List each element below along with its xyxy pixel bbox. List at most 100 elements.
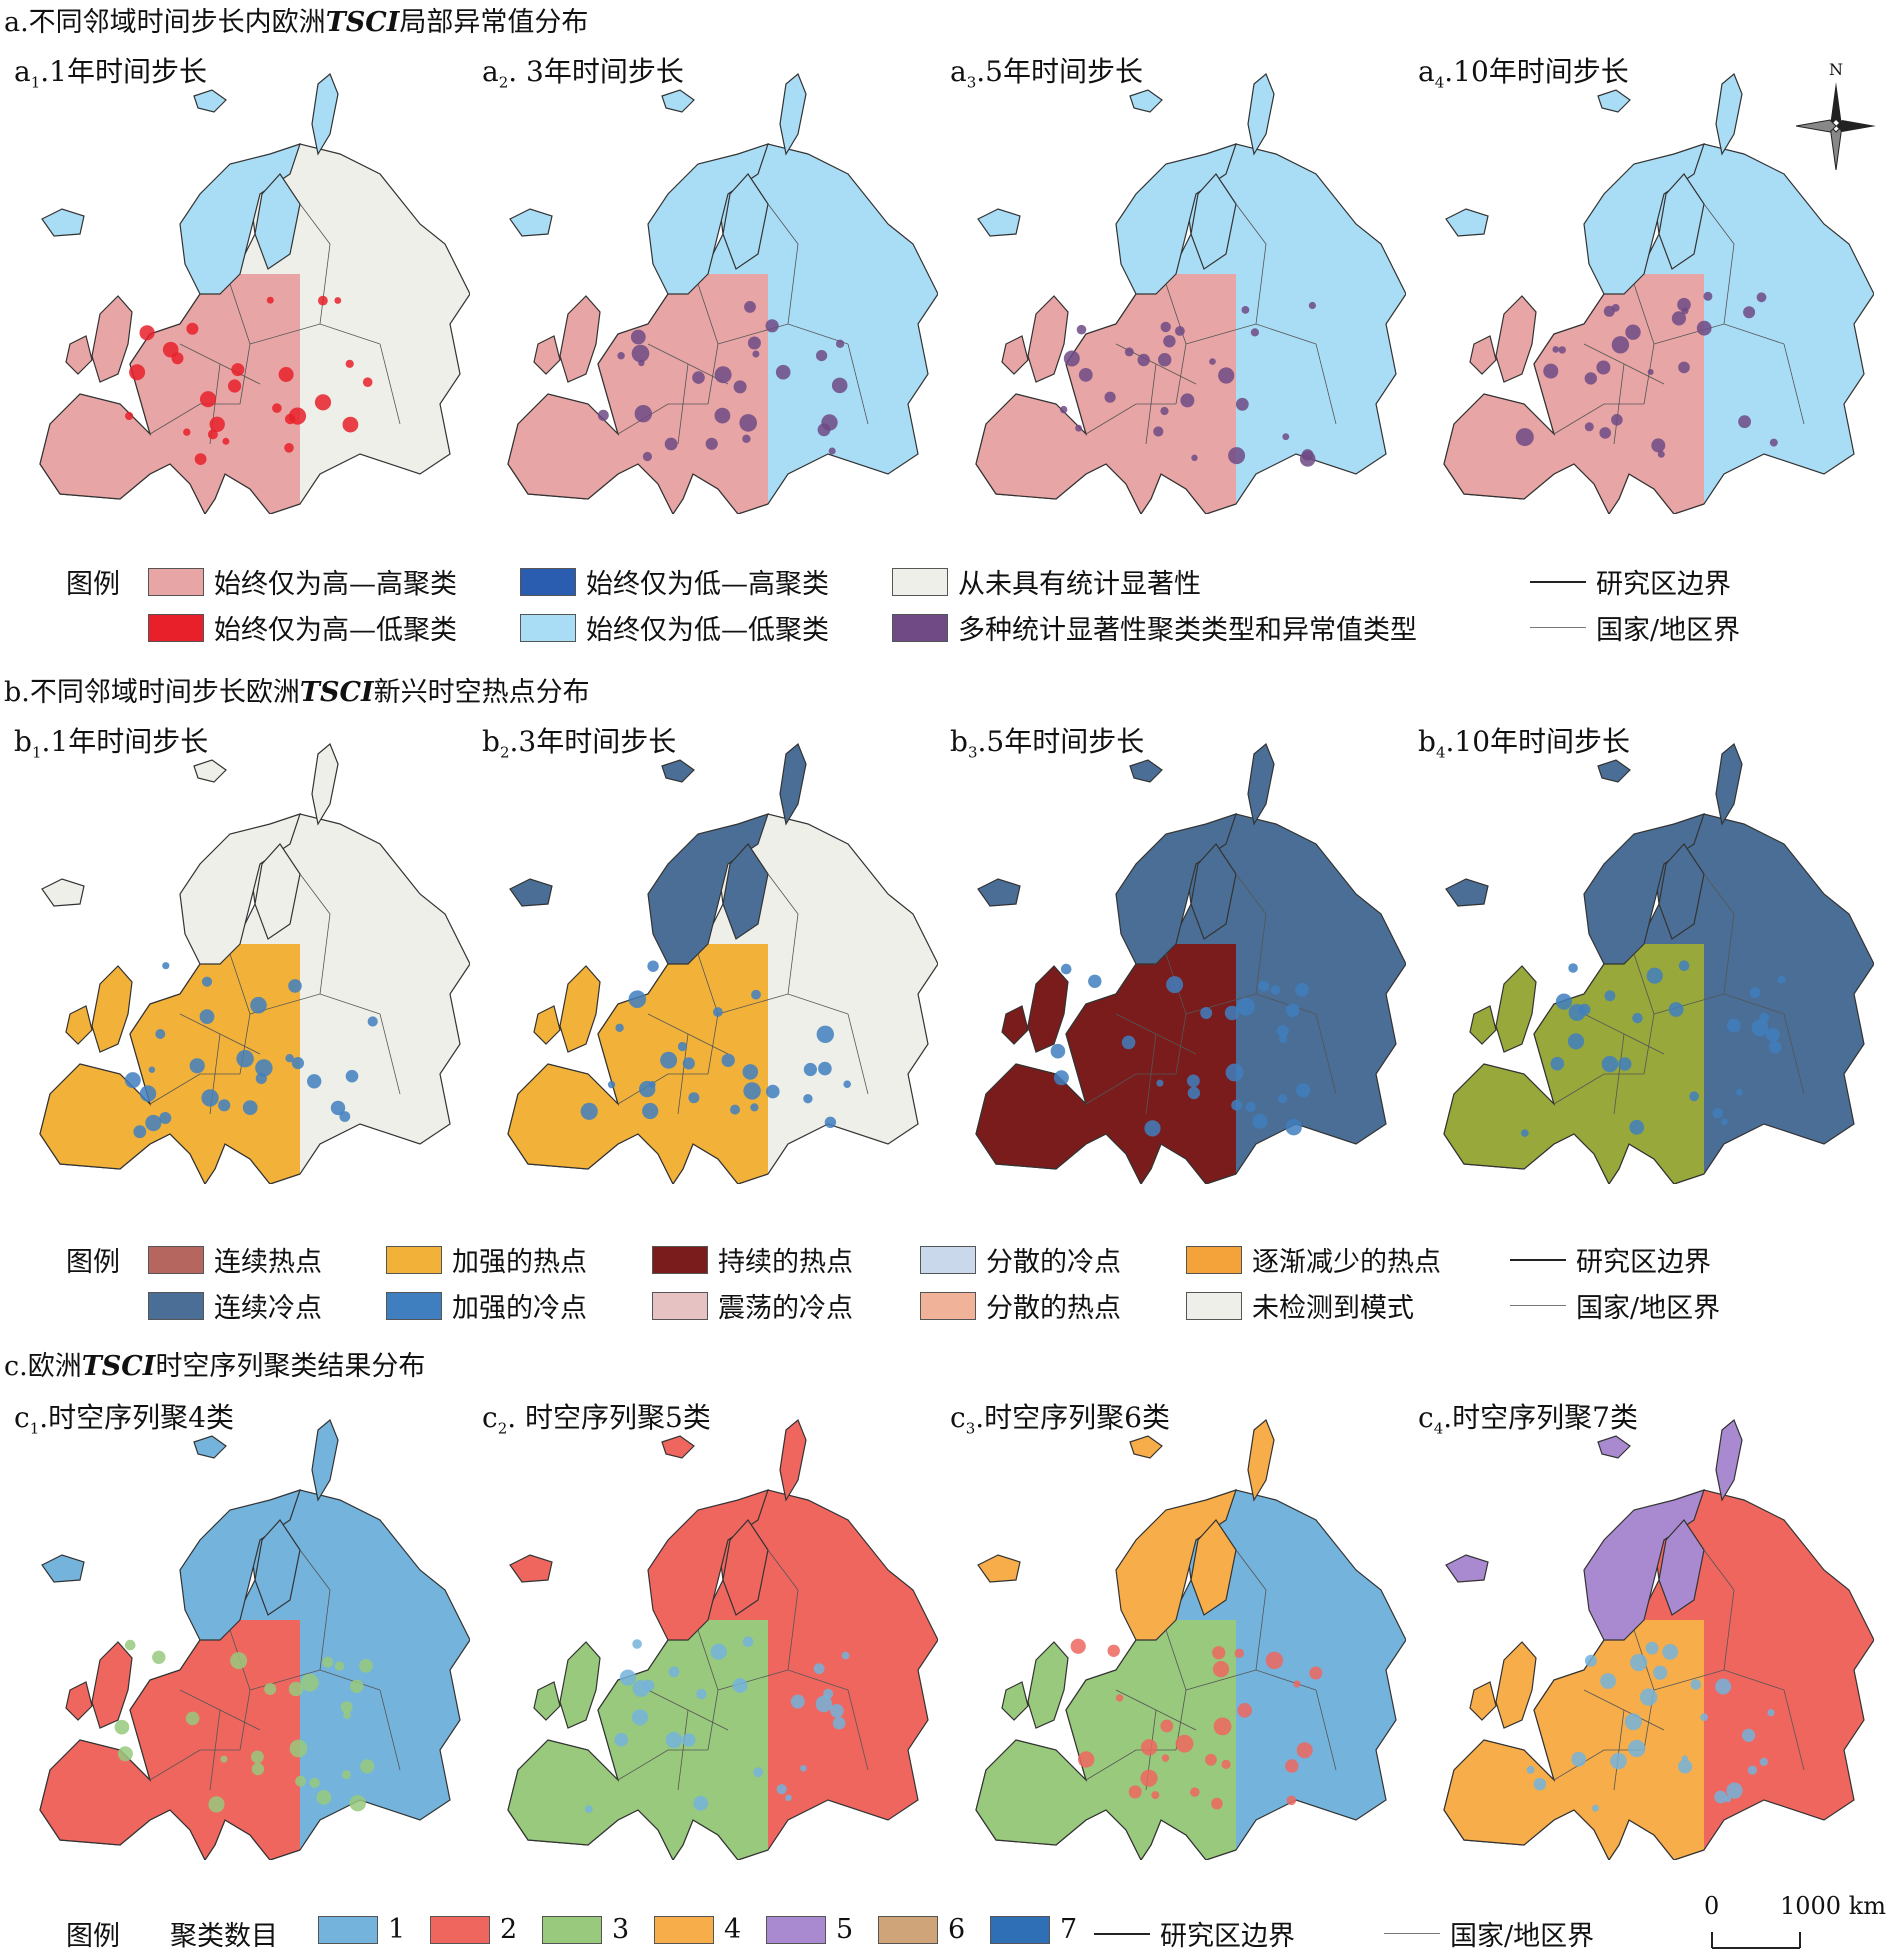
section-a-title: a.不同邻域时间步长内欧洲TSCI局部异常值分布 (4, 0, 588, 39)
legend-b-line-thick (1510, 1258, 1566, 1261)
legend-c-item-6: 7 (990, 1914, 1077, 1945)
panel-title-text: .10年时间步长 (1445, 725, 1631, 758)
country-border-6 (1613, 363, 1625, 445)
country-border-5 (1783, 343, 1805, 425)
legend-b-line-thin (1510, 1305, 1566, 1306)
cluster-spot (1163, 335, 1176, 348)
section-a-title-em: TSCI (325, 7, 400, 38)
cluster-spot (1270, 985, 1281, 995)
country-border-5 (1315, 1013, 1337, 1095)
cluster-spot (124, 1639, 136, 1651)
region-uk (1495, 1641, 1537, 1729)
region-iceland (509, 1554, 553, 1583)
region-novaya (779, 743, 807, 826)
cluster-spot (314, 394, 332, 411)
cluster-spot (1571, 1751, 1587, 1767)
cluster-spot (1088, 974, 1102, 988)
legend-a-item-5: 始终仅为低—低聚类 (520, 608, 829, 647)
region-mainland-west (507, 944, 768, 1184)
cluster-spot (743, 1082, 761, 1100)
region-mainland-west (975, 1620, 1236, 1860)
cluster-spot (1662, 1644, 1679, 1660)
cluster-spot (1567, 1033, 1585, 1050)
cluster-spot (750, 1103, 759, 1112)
section-a-title-prefix: a.不同邻域时间步长内欧洲 (4, 7, 326, 38)
cluster-spot (1151, 1791, 1160, 1800)
country-border-6 (209, 1709, 221, 1791)
cluster-spot (580, 1102, 598, 1120)
legend-c-swatch-2 (542, 1915, 602, 1944)
cluster-spot (1767, 1709, 1775, 1717)
legend-b-item-7: 加强的冷点 (386, 1286, 587, 1325)
cluster-spot (733, 380, 747, 394)
region-uk (91, 965, 133, 1053)
cluster-spot (832, 1716, 846, 1730)
cluster-spot (721, 1053, 735, 1067)
legend-b-item-3: 分散的冷点 (920, 1240, 1121, 1279)
cluster-spot (1766, 1028, 1780, 1042)
panel-title-letter: b (950, 725, 968, 758)
map-c2 (507, 1419, 938, 1860)
cluster-spot (732, 1678, 748, 1693)
cluster-spot (345, 359, 354, 368)
cluster-spot (813, 1663, 825, 1675)
scale-bar-end: 1000 km (1780, 1892, 1887, 1920)
region-novaya (779, 73, 807, 156)
cluster-spot (1678, 361, 1690, 374)
legend-a-item-3: 研究区边界 (1530, 562, 1731, 601)
legend-c-swatch-4 (766, 1915, 826, 1944)
region-novaya (1247, 743, 1275, 826)
cluster-spot (1187, 1074, 1200, 1088)
cluster-spot (614, 1732, 629, 1747)
cluster-spot (710, 1643, 727, 1660)
map-c4 (1443, 1419, 1874, 1860)
cluster-spot (289, 1739, 308, 1758)
cluster-spot (162, 962, 170, 970)
cluster-spot (1742, 1728, 1756, 1742)
cluster-spot (1736, 1089, 1743, 1096)
cluster-spot (1175, 326, 1185, 336)
cluster-spot (1601, 1055, 1619, 1073)
cluster-spot (1668, 1002, 1684, 1017)
panel-title-text: .5年时间步长 (977, 725, 1145, 758)
cluster-spot (751, 989, 761, 1000)
panel-title-index: 1 (29, 1419, 40, 1438)
cluster-spot (114, 1719, 130, 1735)
cluster-spot (359, 1659, 373, 1673)
cluster-spot (677, 1041, 687, 1052)
panel-title-index: 4 (1433, 1419, 1444, 1438)
country-border-5 (379, 1013, 401, 1095)
cluster-spot (828, 447, 836, 455)
cluster-spot (1610, 1752, 1627, 1770)
cluster-spot (803, 1094, 813, 1104)
cluster-spot (803, 1062, 817, 1077)
panel-title-text: .1年时间步长 (41, 725, 209, 758)
cluster-spot (307, 1074, 322, 1089)
region-svalbard (1129, 1435, 1163, 1459)
cluster-spot (843, 1080, 851, 1088)
cluster-spot (1076, 324, 1087, 335)
cluster-spot (236, 1050, 254, 1068)
cluster-spot (1777, 975, 1786, 984)
cluster-spot (835, 339, 845, 348)
region-iceland (1445, 878, 1489, 907)
legend-c-item-4: 5 (766, 1914, 853, 1945)
region-uk (559, 1641, 601, 1729)
cluster-spot (1639, 1688, 1658, 1706)
cluster-spot (1596, 360, 1611, 375)
panel-title-c2: c2. 时空序列聚5类 (482, 1396, 711, 1438)
country-border-5 (1783, 1013, 1805, 1095)
cluster-spot (139, 325, 155, 341)
cluster-spot (1153, 426, 1164, 437)
cluster-spot (818, 1061, 832, 1076)
cluster-spot (1646, 967, 1663, 984)
panel-title-c1: c1.时空序列聚4类 (14, 1396, 234, 1438)
panel-title-text: . 时空序列聚5类 (507, 1401, 711, 1434)
cluster-spot (664, 437, 678, 451)
cluster-spot (362, 377, 373, 388)
legend-b-title: 图例 (66, 1247, 120, 1278)
cluster-spot (1190, 1787, 1200, 1797)
region-novaya (1715, 1419, 1743, 1502)
panel-title-b3: b3.5年时间步长 (950, 720, 1144, 762)
cluster-spot (1187, 1086, 1201, 1100)
